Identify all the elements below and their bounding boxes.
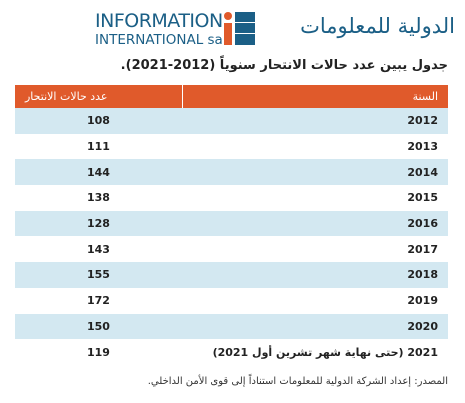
year-cell: 2019 [407,294,438,308]
count-cell: 143 [87,242,110,256]
logo-icon [224,12,255,45]
count-cell: 108 [15,108,183,134]
count-cell: 138 [87,191,110,205]
table-row: 2012 108 [15,108,448,134]
logo-arabic: الدولية للمعلومات [300,14,455,38]
source-note: المصدر: إعداد الشركة الدولية للمعلومات ا… [147,376,448,387]
year-cell: 2015 [407,191,438,205]
year-cell: 2017 [407,242,438,256]
logo: INFORMATION INTERNATIONAL sal الدولية لل… [95,8,455,48]
header-row: السنة عدد حالات الانتحار [15,85,448,108]
year-cell: 2013 [407,140,438,154]
table-title: جدول يبين عدد حالات الانتحار سنوياً (201… [120,58,448,73]
count-cell: 172 [87,294,110,308]
table-body: 2012 108 2013 111 2014 144 2015 138 2016 128 2017 1… [15,108,448,365]
logo-text: INTERNATIONAL sal [95,32,227,48]
year-cell: 2014 [182,159,448,186]
count-cell: 155 [15,262,183,288]
table-row: 2021 (حتى نهاية شهر تشرين أول 2021) 119 [15,339,448,365]
year-cell: 2018 [182,262,448,288]
count-cell: 144 [15,159,183,186]
count-cell: 128 [15,210,183,237]
count-cell: 119 [87,345,110,359]
logo-text: INFORMATION [95,10,223,32]
table-row: 2013 111 [15,134,448,160]
count-cell: 150 [15,313,183,340]
table-row: 2019 172 [15,288,448,314]
table-row: 2018 155 [15,262,448,288]
table-row: 2020 150 [15,313,448,340]
table: السنة عدد حالات الانتحار 2012 108 2013 111 2… [15,85,448,365]
year-cell: 2016 [182,210,448,237]
column-header: السنة [182,85,448,108]
table-row: 2017 143 [15,236,448,262]
year-cell: 2020 [182,313,448,340]
column-header: عدد حالات الانتحار [15,85,183,108]
table-row: 2016 128 [15,210,448,237]
table-row: 2015 138 [15,185,448,211]
year-cell: 2021 (حتى نهاية شهر تشرين أول 2021) [212,345,438,359]
count-cell: 111 [87,140,110,154]
year-cell: 2012 [182,108,448,134]
table-row: 2014 144 [15,159,448,186]
